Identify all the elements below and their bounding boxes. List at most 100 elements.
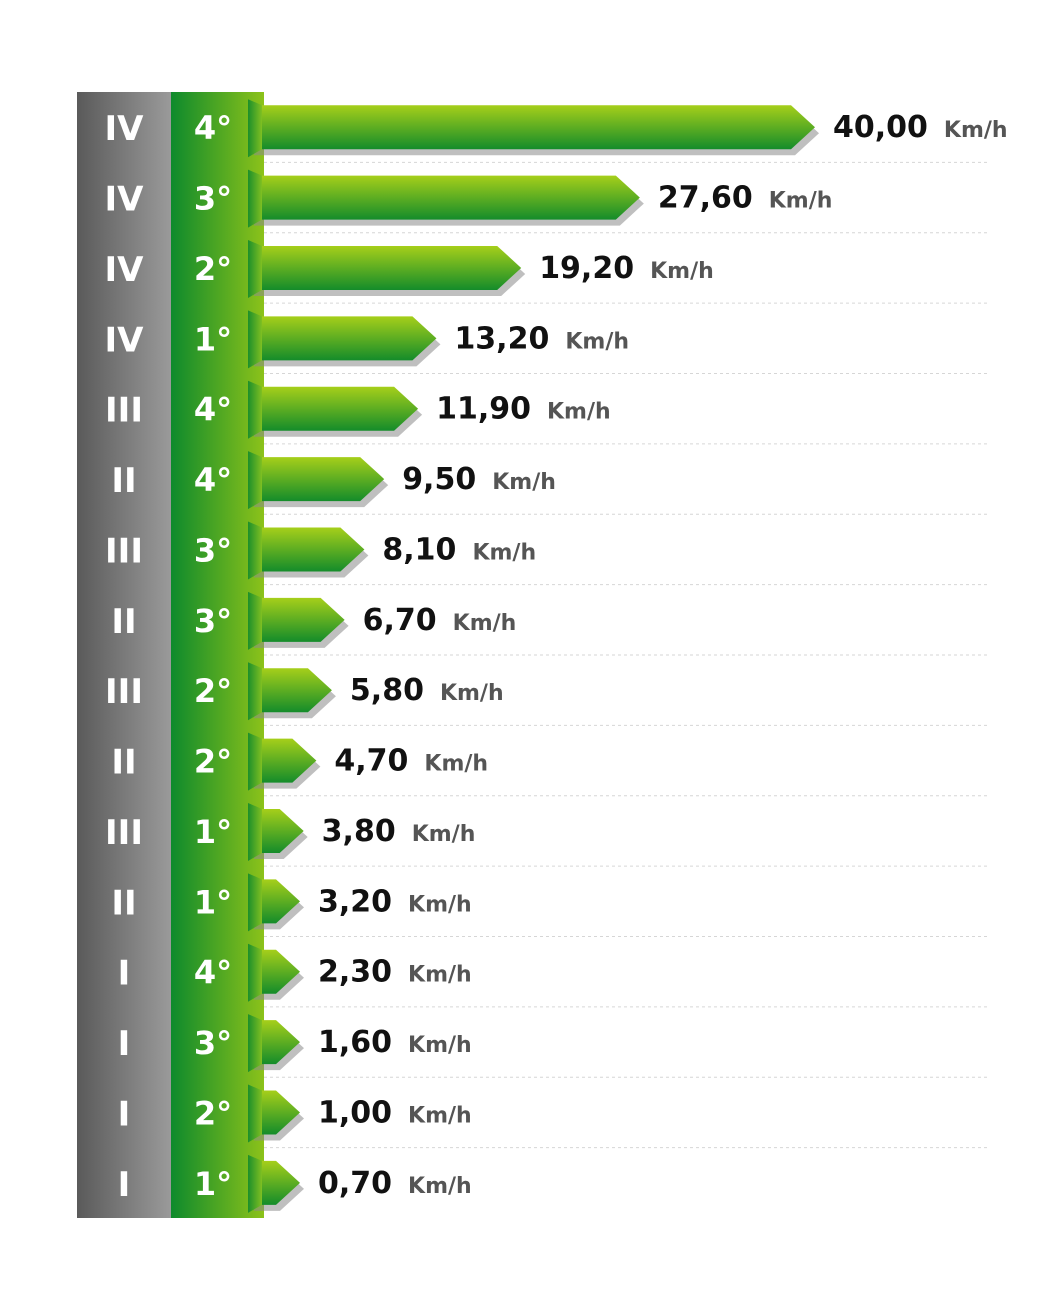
- unit-label: Km/h: [440, 681, 504, 706]
- unit-label: Km/h: [408, 1174, 472, 1199]
- bar-tab: [248, 662, 262, 721]
- range-label: II: [111, 461, 136, 501]
- chart-row: III 1° 3,80 Km/h: [105, 802, 476, 861]
- value-label: 1,00: [318, 1095, 392, 1130]
- speed-bar: [250, 457, 385, 502]
- gear-label: 2°: [194, 250, 232, 288]
- value-label: 13,20: [454, 321, 549, 356]
- gear-label: 3°: [194, 531, 232, 569]
- gear-label: 1°: [194, 813, 232, 851]
- range-label: IV: [105, 250, 145, 290]
- chart-row: IV 1° 13,20 Km/h: [105, 310, 629, 369]
- speed-bar: [250, 597, 345, 642]
- unit-label: Km/h: [408, 963, 472, 988]
- speed-bar: [250, 1020, 300, 1065]
- bar-tab: [248, 732, 262, 791]
- range-column: [77, 92, 171, 1218]
- gear-label: 4°: [194, 109, 232, 147]
- speed-bar: [250, 245, 522, 290]
- unit-label: Km/h: [472, 540, 536, 565]
- speed-bar: [250, 527, 365, 572]
- chart-row: II 4° 9,50 Km/h: [111, 451, 556, 510]
- range-label: I: [118, 954, 131, 994]
- value-label: 2,30: [318, 955, 392, 990]
- speed-bar: [250, 105, 815, 150]
- chart-row: III 2° 5,80 Km/h: [105, 662, 504, 721]
- gear-label: 4°: [194, 461, 232, 499]
- value-label: 40,00: [833, 110, 928, 145]
- chart-row: I 2° 1,00 Km/h: [118, 1084, 472, 1143]
- bar-tab: [248, 1154, 262, 1213]
- unit-label: Km/h: [408, 1033, 472, 1058]
- value-label: 0,70: [318, 1166, 392, 1201]
- gear-label: 2°: [194, 1094, 232, 1132]
- chart-row: III 3° 8,10 Km/h: [105, 521, 536, 580]
- chart-row: III 4° 11,90 Km/h: [105, 380, 611, 439]
- unit-label: Km/h: [650, 259, 714, 284]
- value-label: 3,80: [322, 814, 396, 849]
- range-label: II: [111, 743, 136, 783]
- value-label: 27,60: [658, 181, 753, 216]
- unit-label: Km/h: [769, 189, 833, 214]
- range-label: III: [105, 391, 143, 431]
- chart-row: IV 2° 19,20 Km/h: [105, 239, 714, 298]
- range-label: IV: [105, 109, 145, 149]
- gear-label: 3°: [194, 602, 232, 640]
- value-label: 6,70: [363, 603, 437, 638]
- unit-label: Km/h: [424, 752, 488, 777]
- value-label: 9,50: [402, 462, 476, 497]
- chart-row: I 1° 0,70 Km/h: [118, 1154, 472, 1213]
- unit-label: Km/h: [453, 611, 517, 636]
- gear-label: 2°: [194, 743, 232, 781]
- range-label: I: [118, 1094, 131, 1134]
- gear-label: 2°: [194, 672, 232, 710]
- unit-label: Km/h: [412, 822, 476, 847]
- speed-bar: [250, 316, 437, 361]
- speed-bar: [250, 175, 640, 220]
- unit-label: Km/h: [565, 329, 629, 354]
- gear-label: 3°: [194, 1024, 232, 1062]
- chart-row: II 3° 6,70 Km/h: [111, 591, 517, 650]
- chart-row: I 3° 1,60 Km/h: [118, 1014, 472, 1073]
- bar-tab: [248, 873, 262, 932]
- range-label: II: [111, 602, 136, 642]
- gear-label: 1°: [194, 1165, 232, 1203]
- value-label: 19,20: [539, 251, 634, 286]
- bar-tab: [248, 521, 262, 580]
- chart-row: II 2° 4,70 Km/h: [111, 732, 488, 791]
- chart-rows: IV 4° 40,00 Km/hIV 3° 27,60 Km/hIV 2° 19,20 Km/hI…: [105, 99, 1008, 1213]
- value-label: 4,70: [334, 744, 408, 779]
- bar-tab: [248, 310, 262, 369]
- range-label: III: [105, 672, 143, 712]
- chart-row: IV 3° 27,60 Km/h: [105, 169, 833, 228]
- range-label: I: [118, 1165, 131, 1205]
- speed-bar: [250, 738, 317, 783]
- unit-label: Km/h: [547, 400, 611, 425]
- bar-tab: [248, 380, 262, 439]
- gear-label: 3°: [194, 180, 232, 218]
- unit-label: Km/h: [408, 892, 472, 917]
- gear-label: 4°: [194, 954, 232, 992]
- range-label: I: [118, 1024, 131, 1064]
- speed-bar: [250, 879, 300, 924]
- value-label: 1,60: [318, 1025, 392, 1060]
- bar-tab: [248, 943, 262, 1002]
- range-label: IV: [105, 180, 145, 220]
- bar-tab: [248, 591, 262, 650]
- bar-tab: [248, 169, 262, 228]
- range-label: III: [105, 531, 143, 571]
- bar-tab: [248, 239, 262, 298]
- speed-bar: [250, 1160, 300, 1205]
- gear-label: 1°: [194, 320, 232, 358]
- value-label: 5,80: [350, 673, 424, 708]
- unit-label: Km/h: [492, 470, 556, 495]
- chart-row: II 1° 3,20 Km/h: [111, 873, 472, 932]
- chart-row: IV 4° 40,00 Km/h: [105, 99, 1008, 158]
- speed-bar: [250, 808, 304, 853]
- speed-bar: [250, 668, 332, 713]
- range-label: III: [105, 813, 143, 853]
- value-label: 8,10: [382, 532, 456, 567]
- speed-bar: [250, 386, 419, 431]
- bar-tab: [248, 99, 262, 158]
